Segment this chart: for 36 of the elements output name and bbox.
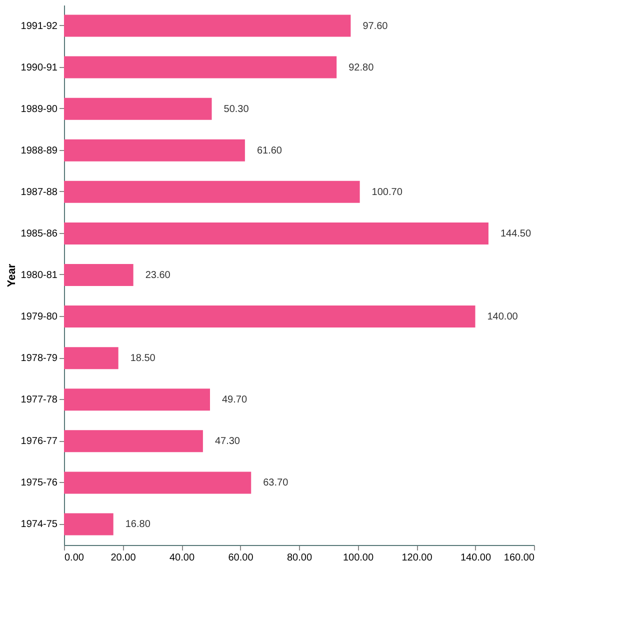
y-tick-label: 1990-91 [20,62,58,74]
x-tick-label: 160.00 [504,552,535,564]
data-label: 63.70 [263,478,289,489]
y-tick-label: 1980-81 [20,270,58,281]
data-label: 47.30 [214,436,240,448]
x-tick-label: 0.00 [64,552,84,564]
data-label: 61.60 [256,145,282,156]
x-tick-label: 140.00 [460,552,492,564]
data-label: 97.60 [362,20,388,32]
data-label: 49.70 [222,394,248,406]
y-tick-label: 1979-80 [20,312,58,323]
data-label: 16.80 [125,519,151,530]
data-label: 50.30 [224,104,250,115]
y-tick-label: 1974-75 [20,519,58,530]
y-tick-label: 1987-88 [20,186,58,198]
data-label: 100.70 [372,186,403,198]
y-tick-label: 1985-86 [20,228,58,240]
y-tick-label: 1977-78 [20,394,58,406]
x-tick-label: 40.00 [169,552,195,564]
data-label: 144.50 [500,228,532,240]
y-tick-label: 1989-90 [20,104,58,115]
data-label: 92.80 [348,62,374,74]
y-tick-label: 1988-89 [20,145,58,156]
x-tick-label: 100.00 [342,552,374,564]
y-tick-label: 1976-77 [20,436,58,448]
y-tick-label: 1991-92 [20,20,58,32]
x-tick-label: 20.00 [110,552,136,564]
y-tick-label: 1975-76 [20,478,58,489]
data-label: 140.00 [487,312,518,323]
data-label: 23.60 [145,270,171,281]
x-tick-label: 120.00 [402,552,433,564]
x-tick-label: 60.00 [228,552,254,564]
y-tick-label: 1978-79 [20,353,58,364]
data-label: 18.50 [130,353,156,364]
y-axis-title: Year [6,263,18,288]
x-tick-label: 80.00 [286,552,312,564]
